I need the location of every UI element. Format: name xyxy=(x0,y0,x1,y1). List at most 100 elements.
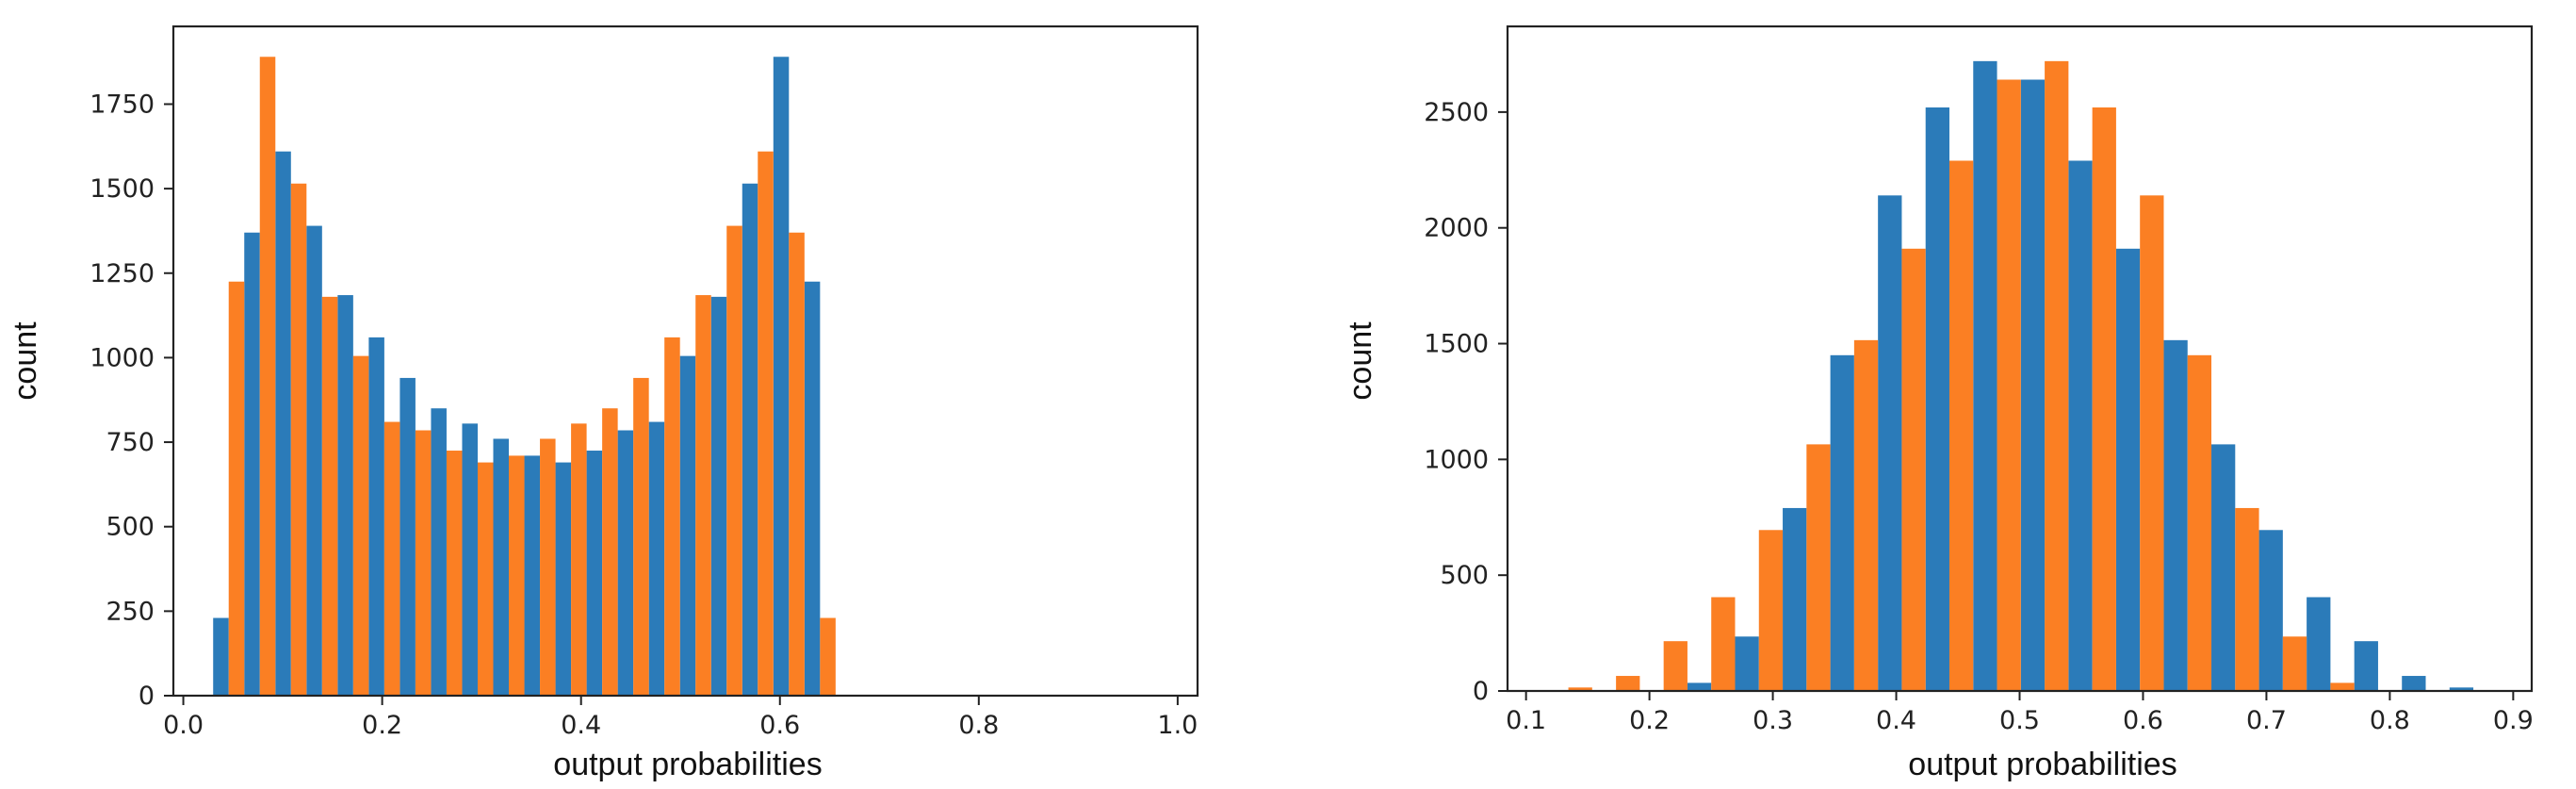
bar-series1-bin16 xyxy=(2330,682,2355,691)
bar-series1-bin16 xyxy=(726,225,742,696)
x-tick-label: 0.2 xyxy=(362,711,402,740)
bar-series1-bin15 xyxy=(695,295,711,696)
bar-series1-bin4 xyxy=(352,355,369,696)
bar-series1-bin15 xyxy=(2282,636,2307,691)
y-tick-label: 2500 xyxy=(1424,98,1489,127)
x-tick-label: 0.5 xyxy=(1999,706,2040,735)
y-tick-label: 2000 xyxy=(1424,214,1489,243)
bar-series1-bin9 xyxy=(1997,79,2021,691)
x-tick-label: 0.6 xyxy=(2123,706,2163,735)
y-tick-label: 750 xyxy=(106,428,155,457)
x-tick-label: 0.6 xyxy=(759,711,800,740)
x-tick-label: 0.0 xyxy=(163,711,204,740)
bar-series0-bin9 xyxy=(1973,60,1997,692)
bar-series1-bin11 xyxy=(2092,107,2116,692)
x-tick-label: 0.4 xyxy=(561,711,601,740)
x-tick-label: 0.3 xyxy=(1753,706,1793,735)
y-tick-label: 1000 xyxy=(1424,445,1489,474)
bar-series0-bin8 xyxy=(1925,107,1949,692)
left-plot-frame xyxy=(171,25,1199,698)
left-y-axis: 0 250 500 750 1000 1250 1500 1750 xyxy=(90,90,173,711)
bar-series0-bin0 xyxy=(213,617,229,696)
bar-series1-bin11 xyxy=(571,423,587,696)
bar-series1-bin9 xyxy=(509,455,525,696)
x-tick-label: 0.4 xyxy=(1876,706,1916,735)
x-tick-label: 0.2 xyxy=(1629,706,1670,735)
bar-series0-bin19 xyxy=(804,281,821,696)
left-x-axis: 0.0 0.2 0.4 0.6 0.8 1.0 xyxy=(163,696,1198,740)
right-histogram: 0.1 0.2 0.3 0.4 0.5 0.6 0.7 0.8 0.9 0 500 1000 1500… xyxy=(1343,25,2534,782)
x-tick-label: 0.1 xyxy=(1506,706,1546,735)
bar-series0-bin13 xyxy=(617,430,634,696)
bar-series0-bin7 xyxy=(1878,195,1902,691)
y-tick-label: 1250 xyxy=(90,259,155,288)
bar-series1-bin8 xyxy=(1948,160,1974,691)
y-tick-label: 500 xyxy=(1440,561,1489,590)
bar-series0-bin11 xyxy=(555,462,572,696)
bar-series1-bin6 xyxy=(1853,339,1879,691)
bar-series1-bin19 xyxy=(820,617,836,696)
bar-series0-bin16 xyxy=(710,296,727,696)
bar-series1-bin18 xyxy=(789,232,805,697)
bar-series1-bin10 xyxy=(540,438,556,696)
bar-series0-bin4 xyxy=(337,295,353,696)
bar-series1-bin14 xyxy=(664,337,680,696)
bar-series1-bin12 xyxy=(2140,195,2164,691)
bar-series0-bin15 xyxy=(2258,530,2283,691)
bar-series1-bin1 xyxy=(259,57,276,697)
bar-series0-bin3 xyxy=(1687,682,1712,691)
bar-series0-bin4 xyxy=(1735,636,1759,691)
bar-series0-bin11 xyxy=(2068,160,2093,691)
bar-series0-bin12 xyxy=(586,451,603,696)
bar-series0-bin8 xyxy=(462,423,478,696)
x-tick-label: 0.8 xyxy=(2370,706,2410,735)
bar-series1-bin10 xyxy=(2045,60,2069,692)
bar-series0-bin15 xyxy=(679,355,696,696)
x-tick-label: 0.9 xyxy=(2493,706,2534,735)
y-tick-label: 1500 xyxy=(90,174,155,204)
left-histogram: 0.0 0.2 0.4 0.6 0.8 1.0 0 250 500 750 1000 1250 150… xyxy=(8,25,1199,782)
y-tick-label: 0 xyxy=(1473,677,1489,706)
bar-series0-bin7 xyxy=(431,408,447,696)
bar-series1-bin7 xyxy=(446,451,463,696)
left-y-axis-label: count xyxy=(8,321,43,401)
y-tick-label: 1750 xyxy=(90,90,155,119)
bar-series1-bin5 xyxy=(1806,444,1831,691)
y-tick-label: 0 xyxy=(139,682,155,711)
bar-series0-bin10 xyxy=(2020,79,2046,691)
left-x-axis-label: output probabilities xyxy=(553,747,822,782)
bar-series1-bin14 xyxy=(2235,507,2259,691)
bar-series0-bin18 xyxy=(2402,676,2426,691)
bar-series0-bin3 xyxy=(306,225,322,696)
bar-series0-bin9 xyxy=(493,438,510,696)
bar-series1-bin6 xyxy=(415,430,432,696)
bar-series1-bin0 xyxy=(1568,687,1592,691)
bar-series0-bin6 xyxy=(1830,354,1854,691)
bar-series1-bin12 xyxy=(602,408,618,696)
left-bars xyxy=(213,57,836,697)
y-tick-label: 500 xyxy=(106,513,155,542)
bar-series1-bin13 xyxy=(2187,354,2212,691)
bar-series0-bin17 xyxy=(742,183,758,696)
bar-series0-bin14 xyxy=(2211,444,2236,691)
bar-series1-bin8 xyxy=(477,462,494,696)
right-y-axis: 0 500 1000 1500 2000 2500 xyxy=(1424,98,1508,706)
bar-series1-bin17 xyxy=(758,151,774,697)
right-x-axis-label: output probabilities xyxy=(1908,747,2177,782)
bar-series0-bin10 xyxy=(524,455,541,696)
right-bars xyxy=(1568,60,2474,692)
bar-series0-bin17 xyxy=(2354,641,2378,691)
bar-series0-bin13 xyxy=(2163,339,2188,691)
bar-series0-bin14 xyxy=(648,421,665,696)
bar-series1-bin0 xyxy=(228,281,245,696)
bar-series1-bin3 xyxy=(321,296,338,696)
right-x-axis: 0.1 0.2 0.3 0.4 0.5 0.6 0.7 0.8 0.9 xyxy=(1506,691,2534,735)
x-tick-label: 0.7 xyxy=(2246,706,2287,735)
y-tick-label: 1000 xyxy=(90,343,155,372)
bar-series1-bin4 xyxy=(1758,530,1784,691)
bar-series1-bin1 xyxy=(1616,676,1640,691)
bar-series0-bin6 xyxy=(399,377,416,696)
bar-series0-bin12 xyxy=(2115,248,2141,691)
x-tick-label: 0.8 xyxy=(958,711,999,740)
